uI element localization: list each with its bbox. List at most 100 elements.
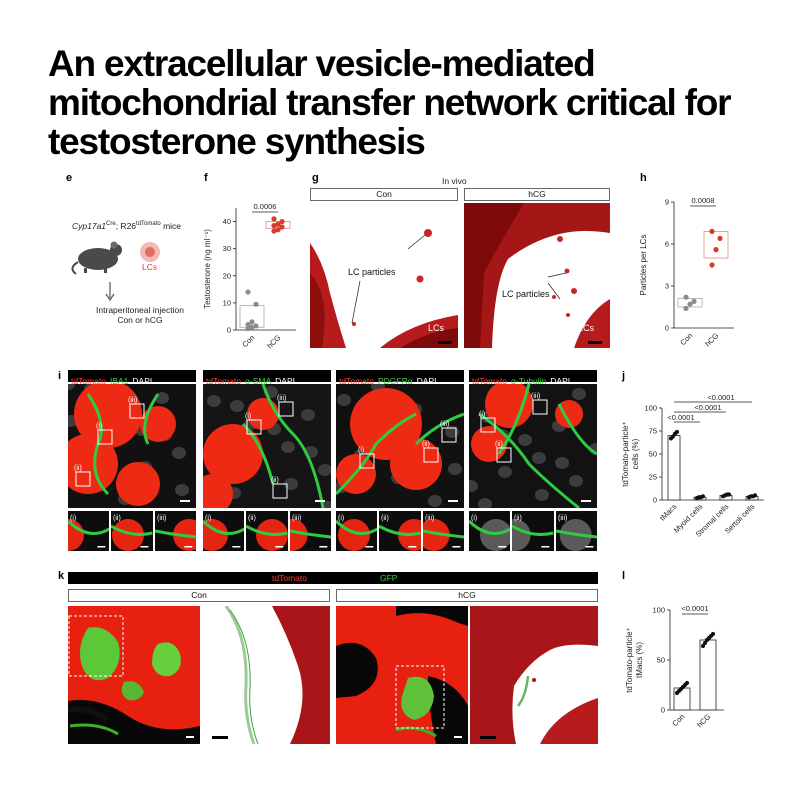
lcs-label: LCs [142,262,158,272]
chart-f: 0 10 20 30 40 Testosterone (ng ml⁻¹) Con hCG 0.0… [203,202,296,350]
k-hcg-fluorescence [336,606,468,744]
p-value: <0.0001 [707,393,734,402]
panel-label-k: k [58,570,65,582]
i-micrograph-4: (i) (ii) (iii) [469,384,597,508]
svg-text:(iii): (iii) [558,515,567,522]
y-tick-label: 25 [649,473,657,482]
y-axis-label: tdTomato-particle⁺ [621,421,630,487]
svg-text:(i): (i) [338,515,344,522]
panel-label-g: g [312,172,319,184]
data-point [674,429,680,435]
lcs-label-con: LCs [428,323,445,333]
bar [699,639,717,711]
i-channel-ch1: tdTomato [71,376,106,386]
y-tick-label: 40 [223,217,231,226]
i-channel-ch3: DAPI [416,376,437,386]
chart-j: 0 25 50 75 100 tdTomato-particle⁺ cells (%) tMa… [621,393,764,539]
data-point [245,326,251,332]
hcg-header: hCG [464,188,610,201]
data-point [253,323,259,329]
chart-l: 0 50 100 tdTomato-particle⁺ tMacs (%) Con hCG <… [625,604,724,729]
y-tick-label: 3 [665,282,669,291]
i-channel-ch1: tdTomato [339,376,374,386]
y-tick-label: 0 [665,324,669,333]
i-inset-2-2: (ii) [246,511,288,551]
data-point [279,218,285,225]
data-point [249,319,255,325]
k-con-fluorescence [68,606,200,744]
k-channel-tdtomato: tdTomato [272,573,307,583]
y-tick-label: 100 [652,606,665,615]
bar [667,435,681,501]
data-point [702,640,708,646]
lcs-cell-icon [140,242,160,262]
data-point [279,224,285,230]
i-channel-ch2: α-Tubulin [510,376,547,386]
y-tick-label: 0 [227,326,231,335]
y-axis-label: Testosterone (ng ml⁻¹) [203,229,212,309]
i-inset-2-3: (iii) [289,511,331,551]
k-hcg-render [470,606,598,744]
box-Con [677,298,703,308]
data-point [271,228,277,234]
k-con-header: Con [68,589,330,602]
panel-label-e: e [66,172,73,184]
p-value: 0.0006 [254,202,277,211]
data-point [709,228,715,234]
svg-text:(iii): (iii) [157,515,166,522]
roi-label: (i) [96,423,102,430]
data-point [684,680,690,686]
roi-label: (iii) [440,421,449,428]
roi-label: (ii) [74,465,82,472]
panel-label-f: f [204,172,208,184]
i-channel-ch1: tdTomato [472,376,507,386]
data-point [683,294,689,300]
data-point [700,643,706,649]
roi-label: (i) [245,413,251,420]
i-micrograph-1: (i) (ii) (iii) [68,384,196,508]
data-point [752,493,758,498]
k-channel-bar: tdTomato GFP [68,572,598,584]
x-tick-label: Con [670,712,686,728]
roi-label: (ii) [495,441,503,448]
y-tick-label: 50 [657,656,665,665]
data-point [271,216,277,222]
i-inset-1-3: (iii) [154,511,196,551]
data-point [275,227,281,233]
i-channel-bar-2: tdTomato α-SMA DAPI [203,370,331,386]
roi-label: (iii) [277,395,286,402]
y-tick-label: 50 [649,450,657,459]
y-axis-label: tMacs (%) [635,642,644,678]
i-micrograph-3: (i) (ii) (iii) [336,384,464,508]
x-tick-label: Con [678,331,694,347]
i-channel-ch2: IBA1 [109,376,129,386]
y-tick-label: 0 [653,496,657,505]
roi-label: (iii) [531,393,540,400]
svg-text:(ii): (ii) [381,515,389,522]
i-inset-4-2: (ii) [512,511,554,551]
y-tick-label: 75 [649,427,657,436]
i-inset-3-3: (iii) [422,511,464,551]
data-point [245,289,251,295]
y-tick-label: 0 [661,706,665,715]
paper-title: An extracellular vesicle-mediated mitoch… [48,43,732,162]
x-tick-label: Con [240,333,256,349]
data-point [687,301,693,307]
svg-text:(iii): (iii) [425,515,434,522]
y-tick-label: 30 [223,244,231,253]
roi-label: (ii) [422,441,430,448]
lcs-label-hcg: LCs [578,323,595,333]
data-point [700,494,706,499]
roi-label: (i) [479,411,485,418]
x-tick-label: hCG [265,333,282,350]
mouse-schematic [71,241,160,302]
svg-text:(ii): (ii) [514,515,522,522]
panel-label-h: h [640,172,647,184]
data-point [717,235,723,241]
i-inset-1-1: (i) [68,511,110,551]
k-hcg-header: hCG [336,589,598,602]
data-point [271,223,277,229]
panel-label-i: i [58,370,62,382]
y-tick-label: 20 [223,271,231,280]
render-hcg: LC particles LCs [464,203,610,348]
